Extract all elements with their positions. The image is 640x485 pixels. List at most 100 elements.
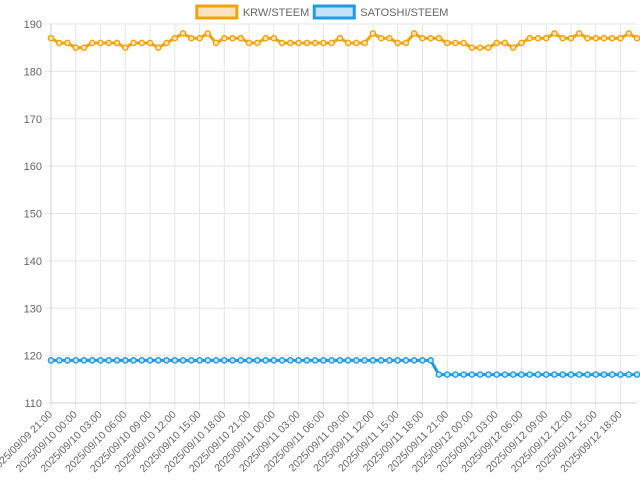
data-point	[369, 30, 377, 37]
data-point	[369, 357, 377, 364]
data-point	[476, 371, 484, 378]
data-point	[55, 39, 63, 47]
data-point	[600, 34, 608, 42]
data-point	[138, 39, 146, 47]
data-point	[237, 357, 245, 364]
data-point	[485, 371, 492, 378]
data-point	[254, 39, 261, 47]
data-point	[278, 39, 286, 47]
grid	[45, 23, 637, 409]
data-point	[295, 357, 302, 364]
legend-label: KRW/STEEM	[243, 7, 309, 19]
series-line-krw-steem	[50, 31, 638, 50]
data-point	[163, 357, 170, 364]
legend-item-krw-steem[interactable]: KRW/STEEM	[195, 4, 309, 20]
data-point	[493, 39, 500, 47]
y-tick-label: 130	[24, 303, 42, 315]
data-point	[188, 34, 195, 42]
data-point	[196, 34, 203, 42]
data-point	[419, 34, 426, 42]
data-point	[592, 371, 600, 378]
data-point	[237, 34, 245, 42]
data-point	[130, 357, 137, 364]
y-tick-label: 160	[24, 161, 42, 173]
data-point	[435, 371, 443, 378]
data-point	[501, 39, 509, 47]
data-point	[600, 371, 608, 378]
data-point	[105, 357, 113, 364]
data-point	[64, 39, 71, 47]
data-point	[361, 357, 368, 364]
data-point	[353, 357, 360, 364]
data-point	[509, 371, 517, 378]
data-point	[542, 371, 550, 378]
data-point	[575, 30, 583, 37]
data-point	[485, 44, 492, 51]
data-point	[402, 39, 410, 47]
data-point	[361, 39, 368, 47]
data-point	[518, 39, 525, 47]
legend-swatch	[195, 4, 239, 20]
data-point	[97, 357, 104, 364]
data-point	[72, 44, 80, 51]
data-point	[179, 30, 187, 37]
data-point	[501, 371, 509, 378]
data-point	[287, 357, 294, 364]
data-point	[336, 357, 344, 364]
data-point	[311, 357, 319, 364]
data-point	[113, 39, 121, 47]
data-point	[526, 371, 534, 378]
data-point	[427, 357, 434, 364]
data-point	[584, 34, 591, 42]
data-point	[427, 34, 434, 42]
data-point	[121, 44, 129, 51]
data-point	[254, 357, 261, 364]
data-point	[592, 34, 600, 42]
legend-item-satoshi-steem[interactable]: SATOSHI/STEEM	[312, 4, 448, 20]
data-point	[452, 371, 459, 378]
data-point	[633, 371, 640, 378]
y-tick-label: 150	[24, 209, 42, 221]
data-point	[443, 39, 451, 47]
data-point	[534, 34, 542, 42]
data-point	[559, 371, 567, 378]
data-point	[245, 357, 253, 364]
data-point	[460, 39, 467, 47]
data-point	[452, 39, 459, 47]
data-point	[146, 357, 154, 364]
series-line-satoshi-steem	[51, 358, 637, 377]
data-point	[88, 357, 96, 364]
data-point	[138, 357, 146, 364]
data-point	[377, 357, 385, 364]
data-point	[394, 39, 401, 47]
data-point	[47, 357, 55, 364]
legend[interactable]: KRW/STEEM SATOSHI/STEEM	[195, 4, 449, 20]
data-point	[328, 357, 335, 364]
data-point	[171, 34, 179, 42]
data-point	[410, 30, 418, 37]
data-point	[262, 34, 269, 42]
data-point	[608, 34, 616, 42]
data-point	[468, 371, 476, 378]
data-point	[196, 357, 203, 364]
data-point	[468, 44, 476, 51]
legend-label: SATOSHI/STEEM	[360, 7, 448, 19]
series-lines	[47, 30, 640, 378]
data-point	[163, 39, 170, 47]
data-point	[204, 357, 212, 364]
data-point	[551, 30, 558, 37]
data-point	[303, 39, 311, 47]
y-tick-label: 170	[24, 114, 42, 126]
data-point	[320, 39, 327, 47]
data-point	[303, 357, 311, 364]
y-tick-label: 120	[24, 351, 42, 363]
data-point	[419, 357, 426, 364]
data-point	[278, 357, 286, 364]
data-point	[204, 30, 212, 37]
data-point	[575, 371, 583, 378]
data-point	[386, 357, 393, 364]
data-point	[212, 39, 220, 47]
data-point	[493, 371, 500, 378]
